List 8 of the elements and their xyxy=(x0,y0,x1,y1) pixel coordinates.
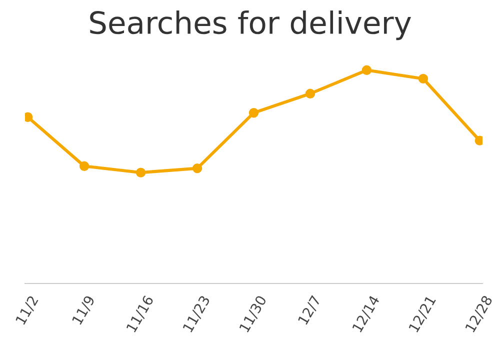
point xyxy=(136,168,146,178)
point xyxy=(362,65,372,76)
chart-title: Searches for delivery xyxy=(90,10,411,40)
point xyxy=(305,88,316,98)
point xyxy=(79,161,90,172)
point xyxy=(192,163,202,174)
point xyxy=(418,74,428,84)
point xyxy=(248,108,259,118)
